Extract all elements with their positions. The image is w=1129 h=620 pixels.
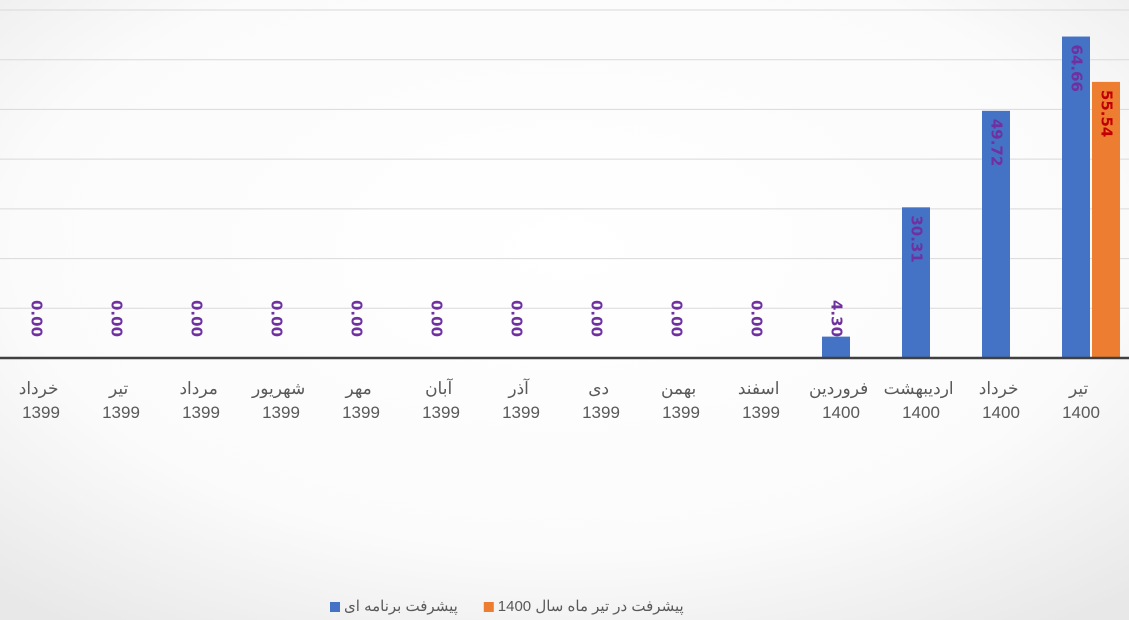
x-tick-year: 1399 [102, 403, 140, 422]
bar [1062, 36, 1090, 359]
bar [1092, 81, 1120, 359]
x-tick-month: خرداد [979, 379, 1024, 399]
x-tick-label: فروردین 1400 [809, 379, 873, 422]
x-tick-year: 1399 [742, 403, 780, 422]
legend-label: پیشرفت برنامه ای [344, 598, 458, 615]
x-tick-label: اسفند 1399 [738, 379, 784, 422]
x-tick-year: 1399 [502, 403, 540, 422]
x-tick-label: دی 1399 [582, 379, 620, 422]
x-tick-label: مرداد 1399 [179, 379, 222, 422]
x-tick-year: 1399 [422, 403, 460, 422]
value-label: 0.00 [748, 300, 766, 337]
x-tick-month: دی [588, 379, 614, 398]
x-tick-label: اردیبهشت 1400 [884, 379, 959, 422]
bar [982, 110, 1010, 358]
legend-swatch [483, 602, 494, 612]
x-tick-month: فروردین [809, 379, 873, 399]
x-tick-month: آبان [425, 377, 457, 398]
x-tick-year: 1400 [982, 403, 1020, 422]
x-tick-year: 1399 [22, 403, 60, 422]
value-label: 0.00 [108, 300, 126, 337]
x-tick-label: بهمن 1399 [661, 379, 701, 422]
x-tick-year: 1400 [1062, 403, 1100, 422]
value-label: 0.00 [428, 300, 446, 337]
x-tick-month: مهر [344, 379, 376, 399]
x-tick-label: خرداد 1400 [979, 379, 1024, 422]
x-tick-month: مرداد [179, 379, 222, 399]
x-tick-month: تیر [1068, 379, 1093, 399]
x-tick-month: خرداد [19, 379, 64, 399]
x-tick-year: 1399 [342, 403, 380, 422]
x-tick-label: آذر 1399 [502, 377, 540, 422]
x-tick-month: شهریور [251, 379, 310, 399]
x-tick-month: اسفند [738, 379, 784, 398]
value-label: 30.31 [908, 215, 926, 262]
x-tick-year: 1399 [662, 403, 700, 422]
x-tick-month: اردیبهشت [884, 379, 959, 399]
value-label: 49.72 [988, 119, 1006, 166]
value-label: 0.00 [668, 300, 686, 337]
x-tick-label: مهر 1399 [342, 379, 380, 422]
x-tick-month: آذر [507, 377, 533, 399]
legend-swatch [330, 602, 340, 612]
x-tick-label: تیر 1399 [102, 379, 140, 422]
x-tick-year: 1399 [582, 403, 620, 422]
value-label: 0.00 [28, 300, 46, 337]
x-tick-label: شهریور 1399 [251, 379, 310, 422]
x-tick-year: 1399 [262, 403, 300, 422]
value-label: 0.00 [348, 300, 366, 337]
x-tick-year: 1400 [902, 403, 940, 422]
bar [902, 207, 930, 358]
value-label: 0.00 [508, 300, 526, 337]
x-tick-label: خرداد 1399 [19, 379, 64, 422]
value-label: 64.66 [1068, 45, 1086, 92]
x-tick-label: تیر 1400 [1062, 379, 1100, 422]
x-tick-year: 1399 [182, 403, 220, 422]
value-label: 4.30 [828, 300, 846, 337]
value-label: 0.00 [188, 300, 206, 337]
value-label: 0.00 [268, 300, 286, 337]
x-tick-month: تیر [108, 379, 133, 399]
value-label: 55.54 [1098, 90, 1116, 137]
legend-label: پیشرفت در تیر ماه سال 1400 [498, 598, 684, 615]
x-tick-year: 1400 [822, 403, 860, 422]
x-tick-month: بهمن [661, 379, 701, 399]
value-label: 0.00 [588, 300, 606, 337]
x-tick-label: آبان 1399 [422, 377, 460, 422]
bar [822, 336, 850, 358]
